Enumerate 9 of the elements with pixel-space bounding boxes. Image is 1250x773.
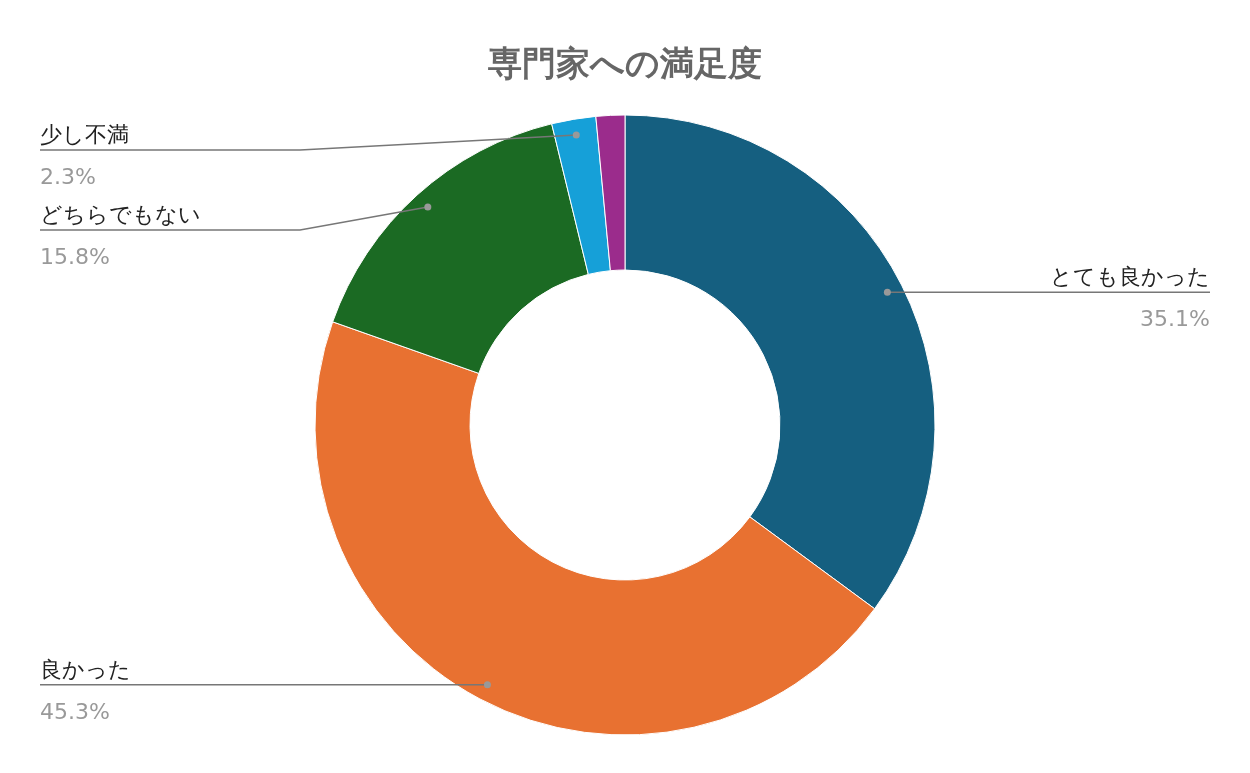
- data-label: 2.3%: [40, 164, 96, 189]
- data-label: 35.1%: [1140, 306, 1210, 332]
- data-label: 45.3%: [40, 698, 110, 724]
- slice-label: 良かった: [40, 656, 131, 682]
- data-label: 15.8%: [40, 244, 110, 269]
- slice-label: どちらでもない: [40, 202, 201, 227]
- slice-label: とても良かった: [1050, 264, 1210, 290]
- chart-title: 専門家への満足度: [488, 43, 762, 83]
- slice-label: 少し不満: [40, 122, 129, 147]
